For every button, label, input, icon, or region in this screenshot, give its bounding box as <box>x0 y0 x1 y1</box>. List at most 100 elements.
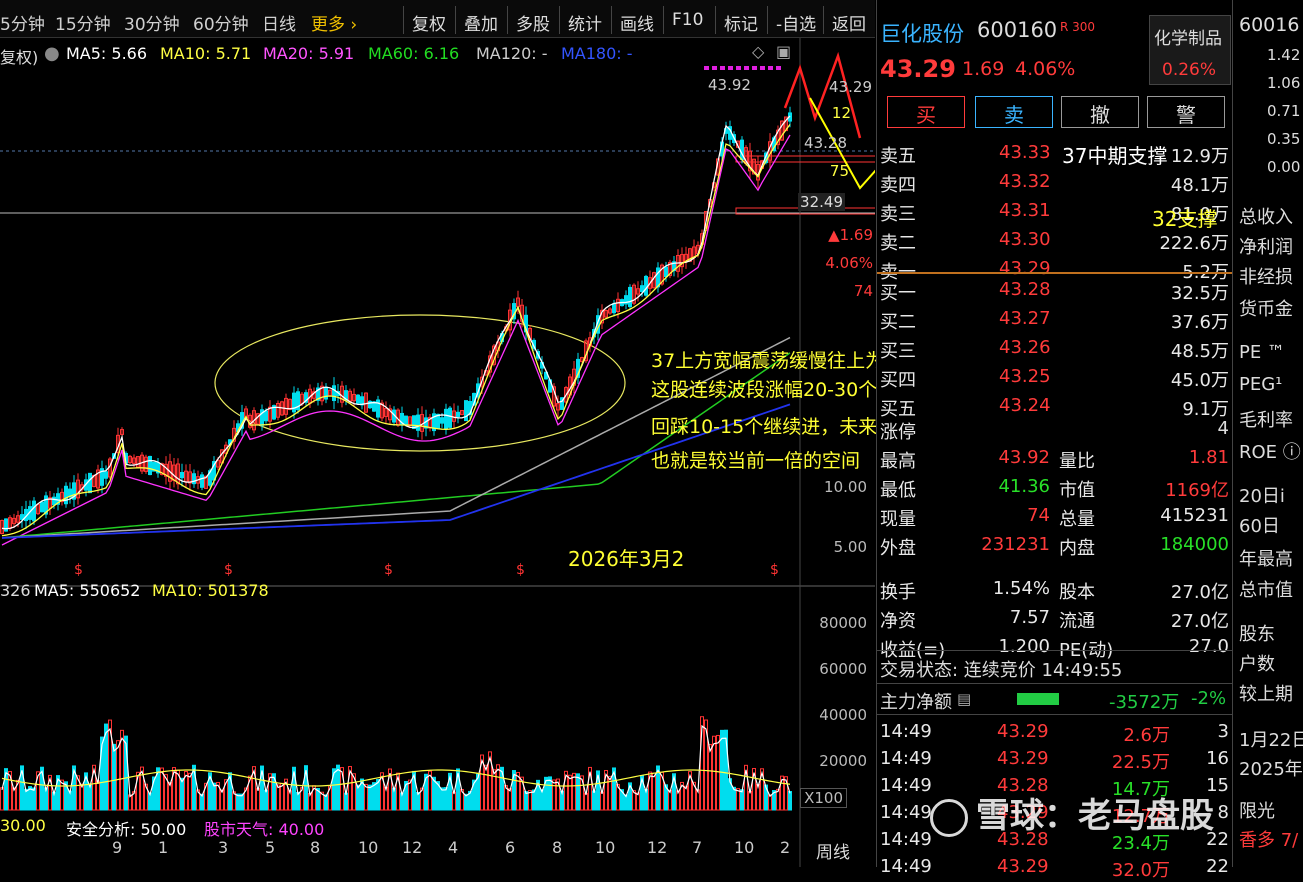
period-more[interactable]: 更多 › <box>311 15 358 35</box>
mark-button[interactable]: 标记 <box>715 6 766 35</box>
volume-bar <box>564 770 568 811</box>
candle-body <box>12 517 16 525</box>
stat-row: 最高 43.92 量比 1.81 <box>880 447 1229 472</box>
f10-button[interactable]: F10 <box>663 6 711 34</box>
stat-row: 净资 7.57 流通 27.0亿 <box>880 607 1229 632</box>
volume-bar <box>612 767 616 811</box>
volume-bar <box>572 772 576 811</box>
tick-row: 14:49 43.29 2.6万 3 <box>880 721 1229 746</box>
multi-stock-button[interactable]: 多股 <box>507 6 558 35</box>
cancel-button[interactable]: 撤 <box>1061 96 1139 128</box>
period-60min[interactable]: 60分钟 <box>193 15 249 35</box>
candle-body <box>416 414 420 431</box>
candle-body <box>40 501 44 513</box>
volume-bar <box>276 784 280 811</box>
back-button[interactable]: 返回 <box>823 6 874 35</box>
overlay-button[interactable]: 叠加 <box>455 6 506 35</box>
volume-bar <box>120 729 124 811</box>
volume-bar <box>432 776 436 811</box>
stock-name: 巨化股份 <box>880 22 964 46</box>
volume-bar <box>656 765 660 811</box>
volume-bar <box>116 740 120 811</box>
period-5min[interactable]: 5分钟 <box>0 15 45 35</box>
kline-chart[interactable]: $ $ $ $ $ 复权) ● MA5: 5.66 MA10: 5.71 MA20: 5… <box>0 38 1103 867</box>
volume-bar <box>772 790 776 811</box>
volume-bar <box>128 794 132 811</box>
stats-button[interactable]: 统计 <box>559 6 610 35</box>
volume-bar <box>780 775 784 811</box>
far-label: 毛利率 <box>1239 410 1293 431</box>
volume-bar <box>576 773 580 811</box>
volume-bar <box>376 779 380 811</box>
candle-body <box>128 455 132 464</box>
volume-bar <box>272 773 276 811</box>
buy-button[interactable]: 买 <box>887 96 965 128</box>
volume-bar <box>500 766 504 811</box>
candle-body <box>748 150 752 172</box>
period-daily[interactable]: 日线 <box>262 15 296 35</box>
candle-body <box>76 479 80 499</box>
period-15min[interactable]: 15分钟 <box>55 15 111 35</box>
axis-price-9: 5.00 <box>833 538 867 556</box>
far-label: 20日i <box>1239 486 1285 507</box>
candle-body <box>168 461 172 482</box>
far-label: 总市值 <box>1239 580 1293 601</box>
alert-button[interactable]: 警 <box>1147 96 1225 128</box>
buy-row[interactable]: 买三 43.26 48.5万 <box>880 337 1229 362</box>
volume-bar <box>748 790 752 811</box>
adjust-button[interactable]: 复权 <box>403 6 454 35</box>
sell-row[interactable]: 卖五 43.33 12.9万 <box>880 142 1229 167</box>
watchlist-button[interactable]: -自选 <box>767 6 824 35</box>
axis-price-1: 12 <box>831 104 851 122</box>
panel-icon[interactable]: ▣ <box>776 42 792 61</box>
sell-row[interactable]: 卖三 43.31 81.0万 <box>880 200 1229 225</box>
far-label: 年最高 <box>1239 549 1293 570</box>
weekly-tab[interactable]: 周线 <box>816 843 850 863</box>
volume-bar <box>352 773 356 811</box>
vol-axis-4[interactable]: X100 <box>800 788 847 808</box>
candle-body <box>452 410 456 422</box>
period-30min[interactable]: 30分钟 <box>124 15 180 35</box>
candle-body <box>4 518 8 532</box>
candle-body <box>52 496 56 506</box>
far-num: 1.42 <box>1267 46 1301 64</box>
vol-label: 326 <box>0 581 31 600</box>
sell-button[interactable]: 卖 <box>975 96 1053 128</box>
candle-body <box>612 303 616 314</box>
buy-row[interactable]: 买四 43.25 45.0万 <box>880 366 1229 391</box>
sell-row[interactable]: 卖四 43.32 48.1万 <box>880 171 1229 196</box>
volume-bar <box>32 787 36 811</box>
ma10-label: MA10: 5.71 <box>160 44 252 63</box>
volume-bar <box>528 790 532 811</box>
candle-body <box>432 413 436 432</box>
candle-body <box>780 120 784 141</box>
volume-bar <box>596 770 600 811</box>
volume-bar <box>332 768 336 811</box>
volume-bar <box>336 764 340 811</box>
diamond-icon[interactable]: ◇ <box>752 42 765 61</box>
buy-row[interactable]: 买五 43.24 9.1万 <box>880 395 1229 420</box>
candle-body <box>0 520 4 534</box>
buy-row[interactable]: 买一 43.28 32.5万 <box>880 279 1229 304</box>
volume-bar <box>680 781 684 811</box>
volume-bar <box>20 765 24 811</box>
volume-bar <box>444 787 448 811</box>
list-icon[interactable]: ▤ <box>957 690 972 708</box>
settings-icon[interactable]: ● <box>44 43 60 64</box>
volume-bar <box>684 785 688 811</box>
volume-bar <box>516 771 520 811</box>
candle-body <box>640 285 644 293</box>
volume-bar <box>688 771 692 811</box>
candle-body <box>56 493 60 505</box>
axis-price-0: 43.29 <box>829 78 872 96</box>
sector-box[interactable]: 化学制品 0.26% <box>1149 15 1231 85</box>
volume-bar <box>512 770 516 811</box>
sell-row[interactable]: 卖二 43.30 222.6万 <box>880 229 1229 254</box>
volume-bar <box>720 729 724 811</box>
buy-row[interactable]: 买二 43.27 37.6万 <box>880 308 1229 333</box>
candle-body <box>624 295 628 305</box>
volume-bar <box>592 790 596 811</box>
draw-button[interactable]: 画线 <box>611 6 662 35</box>
x-tick: 3 <box>218 838 229 857</box>
volume-bar <box>580 775 584 811</box>
